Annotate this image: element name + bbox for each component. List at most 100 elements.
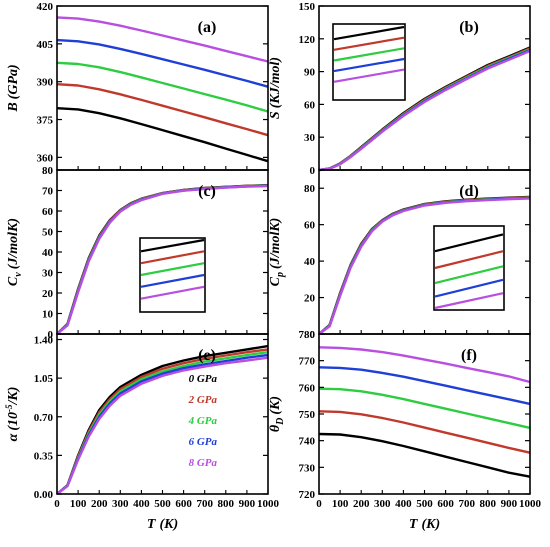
inset-line-b-4 [333,68,405,83]
x-tick-label-f: 200 [353,498,370,510]
y-tick-label-b: 150 [299,1,316,13]
legend-entry: 4 GPa [188,415,218,427]
y-tick-label-a: 360 [37,152,54,164]
y-tick-label-a: 375 [37,115,54,127]
x-tick-label-f: 700 [458,498,475,510]
y-tick-label-f: 750 [299,409,316,421]
y-tick-label-c: 80 [42,165,54,177]
y-tick-label-e: 0.70 [34,412,54,424]
x-tick-label-f: 300 [374,498,391,510]
panel-label-c: (c) [198,183,216,200]
panel-label-a: (a) [198,19,217,36]
inset-line-c-4 [140,285,205,300]
inset-line-d-3 [434,278,504,298]
x-tick-label-f: 100 [332,498,349,510]
panel-c: 0 10 20 30 40 50 60 70 80 (c) Cv (J/molK) [6,165,269,341]
inset-line-b-2 [333,47,405,62]
panel-e: 0.00 0.35 0.70 1.05 1.40 0 100 200 300 400 500 600 7… [4,333,280,532]
y-tick-label-a: 390 [37,77,54,89]
series-line-a-3 [56,38,269,88]
inset-line-b-3 [333,57,405,73]
inset-line-b-0 [333,25,405,41]
y-tick-label-c: 30 [42,268,54,280]
y-axis-subscript: v [13,272,24,277]
y-tick-label-d: 20 [304,293,316,305]
series-line-f-0 [318,432,531,478]
y-axis-unit: (KJ/mol) [268,57,283,108]
y-axis-unit-tail: /K) [6,387,21,406]
series-line-f-4 [318,346,531,384]
panel-label-b: (b) [459,19,479,36]
y-axis-label-d: Cp (J/molK) [268,218,286,287]
y-tick-label-c: 60 [42,206,54,218]
panel-label-d: (d) [459,183,479,200]
series-line-b-4 [318,49,531,172]
x-tick-label-f: 500 [416,498,433,510]
y-tick-label-d: 60 [304,220,316,232]
plot-frame-e [56,333,269,495]
x-axis-unit: (K) [159,517,178,532]
y-axis-symbol: C [268,276,283,286]
inset-b [332,23,406,101]
y-axis-subscript: D [275,418,286,426]
x-tick-label-f: 400 [395,498,412,510]
y-tick-label-e: 1.40 [34,335,54,347]
inset-frame-c [139,237,206,313]
inset-line-c-2 [140,262,205,277]
y-axis-unit: (K) [268,396,283,415]
y-tick-label-c: 40 [42,247,54,259]
y-tick-label-c: 20 [42,288,54,300]
y-tick-label-d: 80 [304,183,316,195]
y-tick-label-c: 0 [48,329,54,341]
y-axis-exponent: -5 [4,404,14,412]
y-tick-label-c: 50 [42,227,54,239]
x-tick-label-f: 900 [501,498,518,510]
x-tick-label-e: 300 [112,498,129,510]
y-tick-label-a: 420 [37,1,54,13]
series-line-f-1 [318,410,531,454]
series-line-e-4 [56,356,269,495]
x-tick-label-e: 0 [54,498,60,510]
y-tick-label-b: 90 [304,67,316,79]
legend-entry: 6 GPa [189,436,218,448]
panel-b: 0 30 60 90 120 150 (b) S (KJ/mol) [268,1,531,177]
x-axis-unit: (K) [421,517,440,532]
y-axis-label-b: S (KJ/mol) [268,57,283,119]
inset-line-d-4 [434,292,504,310]
inset-line-d-2 [434,265,504,285]
inset-frame-b [332,23,406,101]
x-axis-label-f: T (K) [409,517,440,532]
y-axis-label-f: θD (K) [268,396,286,432]
y-tick-label-a: 405 [37,39,54,51]
y-axis-label-a: B (GPa) [6,64,21,112]
inset-line-d-1 [434,250,504,270]
panel-label-e: (e) [198,347,216,364]
y-axis-subscript: p [275,272,286,278]
series-line-a-1 [56,83,269,137]
x-tick-label-e: 400 [133,498,150,510]
y-axis-label-c: Cv (J/molK) [6,218,24,286]
inset-d [433,225,505,311]
x-tick-label-f: 0 [316,498,322,510]
y-axis-symbol: C [6,276,21,286]
x-axis-symbol: T [147,517,157,532]
x-tick-label-f: 600 [437,498,454,510]
x-axis-symbol: T [409,517,419,532]
x-axis-label-e: T (K) [147,517,178,532]
legend-entry: 2 GPa [188,394,218,406]
inset-line-b-1 [333,36,405,51]
x-tick-label-e: 100 [70,498,87,510]
y-tick-label-e: 0.00 [34,489,54,501]
y-tick-label-c: 70 [42,186,54,198]
y-tick-label-b: 0 [310,165,316,177]
x-tick-label-e: 800 [218,498,235,510]
x-tick-label-e: 700 [196,498,213,510]
y-tick-label-f: 760 [299,382,316,394]
y-axis-unit: (J/molK) [6,218,21,269]
series-line-a-2 [56,61,269,113]
y-tick-label-b: 60 [304,99,316,111]
y-tick-label-b: 120 [299,34,316,46]
series-line-f-2 [318,387,531,430]
